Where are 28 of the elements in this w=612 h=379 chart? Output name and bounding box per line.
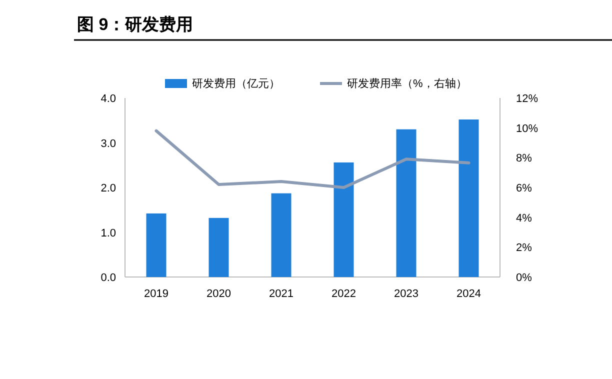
legend-label: 研发费用率（%，右轴） bbox=[347, 77, 467, 90]
y2-tick-label: 8% bbox=[516, 152, 532, 165]
chart-title: 图 9：研发费用 bbox=[77, 15, 194, 34]
x-tick-label: 2022 bbox=[332, 288, 356, 300]
x-tick-label: 2021 bbox=[269, 288, 294, 300]
y2-tick-label: 2% bbox=[516, 242, 532, 254]
y-tick-label: 2.0 bbox=[100, 182, 116, 194]
y-tick-label: 3.0 bbox=[100, 138, 116, 150]
y2-tick-label: 4% bbox=[516, 212, 532, 224]
line-series bbox=[154, 129, 470, 189]
y-tick-label: 4.0 bbox=[100, 93, 116, 105]
x-tick-label: 2020 bbox=[206, 288, 231, 300]
y2-tick-label: 12% bbox=[516, 93, 538, 105]
bar bbox=[334, 162, 354, 277]
x-tick-label: 2024 bbox=[456, 288, 481, 300]
bar bbox=[396, 129, 416, 277]
y2-tick-label: 6% bbox=[516, 182, 532, 194]
x-tick-label: 2019 bbox=[144, 288, 168, 300]
legend-label: 研发费用（亿元） bbox=[192, 77, 280, 90]
y-tick-label: 0.0 bbox=[100, 272, 116, 284]
bar bbox=[271, 193, 292, 277]
bar bbox=[208, 218, 229, 277]
y2-tick-label: 10% bbox=[516, 122, 538, 135]
y2-tick-label: 0% bbox=[516, 272, 532, 284]
bar bbox=[146, 213, 166, 277]
bar bbox=[458, 119, 479, 277]
y-tick-label: 1.0 bbox=[100, 227, 116, 240]
x-tick-label: 2023 bbox=[394, 288, 418, 300]
